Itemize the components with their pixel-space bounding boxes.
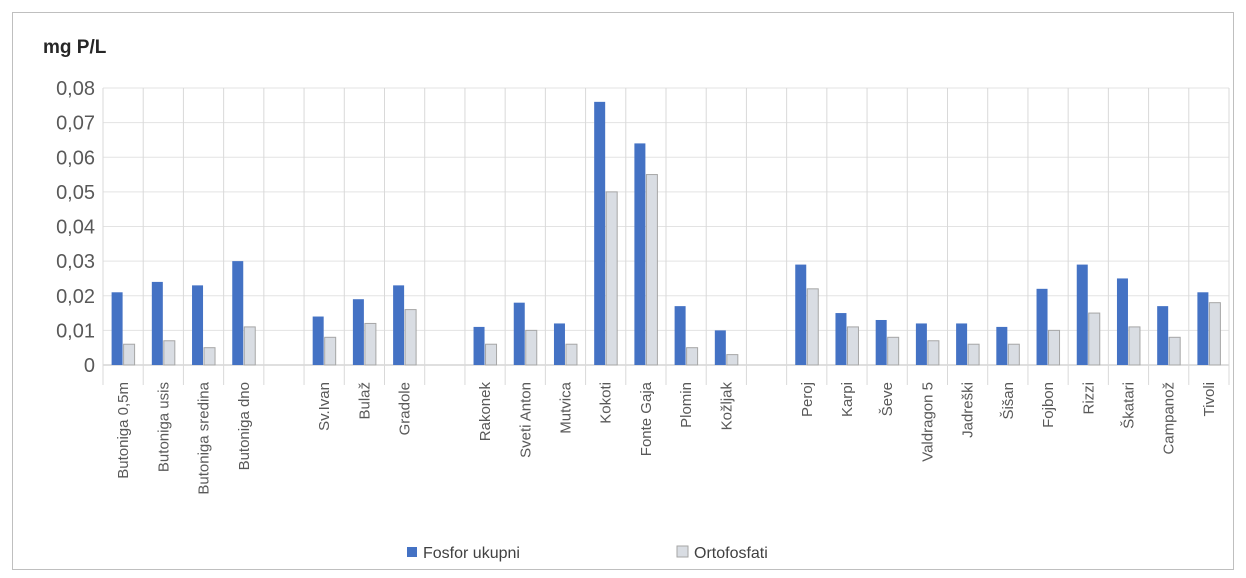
- x-category-label: Fojbon: [1040, 382, 1057, 428]
- chart-frame: mg P/L 0 0,01 0,02 0,03 0,04 0,05 0,06 0,07 0,08…: [12, 12, 1234, 570]
- bar-fosfor-ukupni-butoniga-usis: [151, 281, 163, 365]
- x-category-label: Ševe: [879, 382, 896, 416]
- bar-ortofosfati-karpi: [846, 326, 859, 366]
- x-category-label: Butoniga 0,5m: [115, 382, 132, 479]
- bar-fosfor-ukupni-mutvica: [553, 323, 565, 365]
- legend-label-ortofosfati: Ortofosfati: [694, 545, 768, 562]
- y-axis-label: mg P/L: [43, 37, 107, 58]
- bar-ortofosfati-sv-ivan: [324, 336, 337, 366]
- bar-ortofosfati-rakonek: [485, 343, 498, 366]
- x-category-label: Butoniga usis: [155, 382, 172, 472]
- bar-ortofosfati-mutvica: [565, 343, 578, 366]
- x-category-label: Rizzi: [1080, 382, 1097, 415]
- x-category-label: Bulaž: [356, 382, 373, 420]
- bar-ortofosfati-kokoti: [605, 191, 618, 366]
- x-category-label: Kožljak: [718, 382, 735, 431]
- x-category-label: Karpi: [839, 382, 856, 417]
- legend-swatch-ortofosfati: [676, 545, 689, 558]
- bar-fosfor-ukupni-kokoti: [594, 101, 606, 365]
- x-category-label: Gradole: [397, 382, 414, 435]
- bar-fosfor-ukupni-plomin: [674, 306, 686, 365]
- x-category-label: Tivoli: [1201, 382, 1218, 416]
- bar-ortofosfati-butoniga-sredina: [203, 347, 216, 366]
- x-category-label: Plomin: [678, 382, 695, 428]
- y-tick-label: 0,07: [56, 113, 95, 135]
- y-tick-label: 0,08: [56, 78, 95, 100]
- bar-ortofosfati-katari: [1128, 326, 1141, 366]
- bar-fosfor-ukupni-fonte-gaja: [634, 143, 646, 365]
- x-category-label: Šišan: [1000, 382, 1017, 420]
- bar-fosfor-ukupni-ko-ljak: [714, 330, 726, 365]
- bar-ortofosfati-peroj: [806, 288, 819, 366]
- bar-ortofosfati-butoniga-usis: [163, 340, 176, 366]
- x-category-label: Mutvica: [557, 381, 574, 433]
- x-category-label: Kokoti: [598, 382, 615, 424]
- x-category-label: Valdragon 5: [919, 382, 936, 462]
- bar-fosfor-ukupni-butoniga-sredina: [192, 285, 204, 365]
- x-category-labels: Butoniga 0,5m Butoniga usis Butoniga sredi…: [115, 381, 1218, 494]
- x-category-label: Butoniga dno: [236, 382, 253, 470]
- bar-fosfor-ukupni-gradole: [393, 285, 405, 365]
- x-category-label: Peroj: [799, 382, 816, 417]
- bar-ortofosfati-gradole: [404, 309, 417, 366]
- y-tick-label: 0,01: [56, 320, 95, 342]
- bar-fosfor-ukupni-jadre-ki: [956, 323, 968, 365]
- bar-fosfor-ukupni-peroj: [795, 264, 807, 365]
- bar-ortofosfati-plomin: [686, 347, 699, 366]
- y-tick-label: 0,03: [56, 251, 95, 273]
- x-category-label: Škatari: [1120, 382, 1137, 429]
- x-category-label: Fonte Gaja: [638, 381, 655, 456]
- bar-ortofosfati-eve: [887, 336, 900, 366]
- bar-ortofosfati-campano: [1168, 336, 1181, 366]
- bar-chart: mg P/L 0 0,01 0,02 0,03 0,04 0,05 0,06 0,07 0,08…: [43, 37, 1230, 562]
- bar-fosfor-ukupni-bula: [352, 299, 364, 365]
- bar-fosfor-ukupni-karpi: [835, 313, 847, 365]
- legend-label-fosfor-ukupni: Fosfor ukupni: [423, 545, 520, 562]
- bar-ortofosfati-fojbon: [1048, 329, 1061, 366]
- bar-fosfor-ukupni-tivoli: [1197, 292, 1209, 365]
- bar-fosfor-ukupni-campano: [1157, 306, 1169, 365]
- bar-fosfor-ukupni-fojbon: [1036, 288, 1048, 365]
- x-category-label: Rakonek: [477, 382, 494, 442]
- bar-fosfor-ukupni-rakonek: [473, 326, 485, 365]
- bar-fosfor-ukupni-eve: [875, 319, 887, 365]
- legend-swatch-fosfor-ukupni: [407, 547, 417, 557]
- y-tick-labels: 0 0,01 0,02 0,03 0,04 0,05 0,06 0,07 0,08: [56, 78, 95, 377]
- bar-fosfor-ukupni-valdragon-5: [915, 323, 927, 365]
- bar-ortofosfati-rizzi: [1088, 312, 1101, 366]
- x-category-label: Butoniga sredina: [196, 381, 213, 494]
- x-category-label: Campanož: [1161, 382, 1178, 455]
- bar-ortofosfati-butoniga-0-5m: [123, 343, 136, 366]
- bar-ortofosfati-fonte-gaja: [645, 174, 658, 366]
- bar-ortofosfati-sveti-anton: [525, 329, 538, 366]
- bar-ortofosfati-jadre-ki: [967, 343, 980, 366]
- bar-fosfor-ukupni-sv-ivan: [312, 316, 324, 365]
- x-category-label: Sveti Anton: [517, 382, 534, 458]
- y-tick-label: 0,05: [56, 182, 95, 204]
- bars: [111, 101, 1221, 366]
- category-separators: [102, 88, 1230, 385]
- bar-ortofosfati-ko-ljak: [726, 354, 739, 366]
- bar-ortofosfati-i-an: [1007, 343, 1020, 366]
- bar-fosfor-ukupni-sveti-anton: [513, 302, 525, 365]
- x-category-label: Jadreški: [960, 382, 977, 438]
- bar-fosfor-ukupni-butoniga-0-5m: [111, 292, 123, 365]
- bar-fosfor-ukupni-butoniga-dno: [232, 261, 244, 365]
- legend: Fosfor ukupni Ortofosfati: [407, 545, 768, 562]
- y-tick-label: 0,06: [56, 147, 95, 169]
- bar-fosfor-ukupni-rizzi: [1076, 264, 1088, 365]
- bar-ortofosfati-bula: [364, 322, 377, 366]
- y-tick-label: 0,04: [56, 217, 95, 239]
- y-tick-label: 0,02: [56, 286, 95, 308]
- bar-ortofosfati-butoniga-dno: [243, 326, 256, 366]
- bar-fosfor-ukupni-i-an: [996, 326, 1008, 365]
- x-category-label: Sv.Ivan: [316, 382, 333, 431]
- y-tick-label: 0: [84, 355, 95, 377]
- bar-ortofosfati-tivoli: [1208, 302, 1221, 366]
- bar-ortofosfati-valdragon-5: [927, 340, 940, 366]
- bar-fosfor-ukupni-katari: [1116, 278, 1128, 365]
